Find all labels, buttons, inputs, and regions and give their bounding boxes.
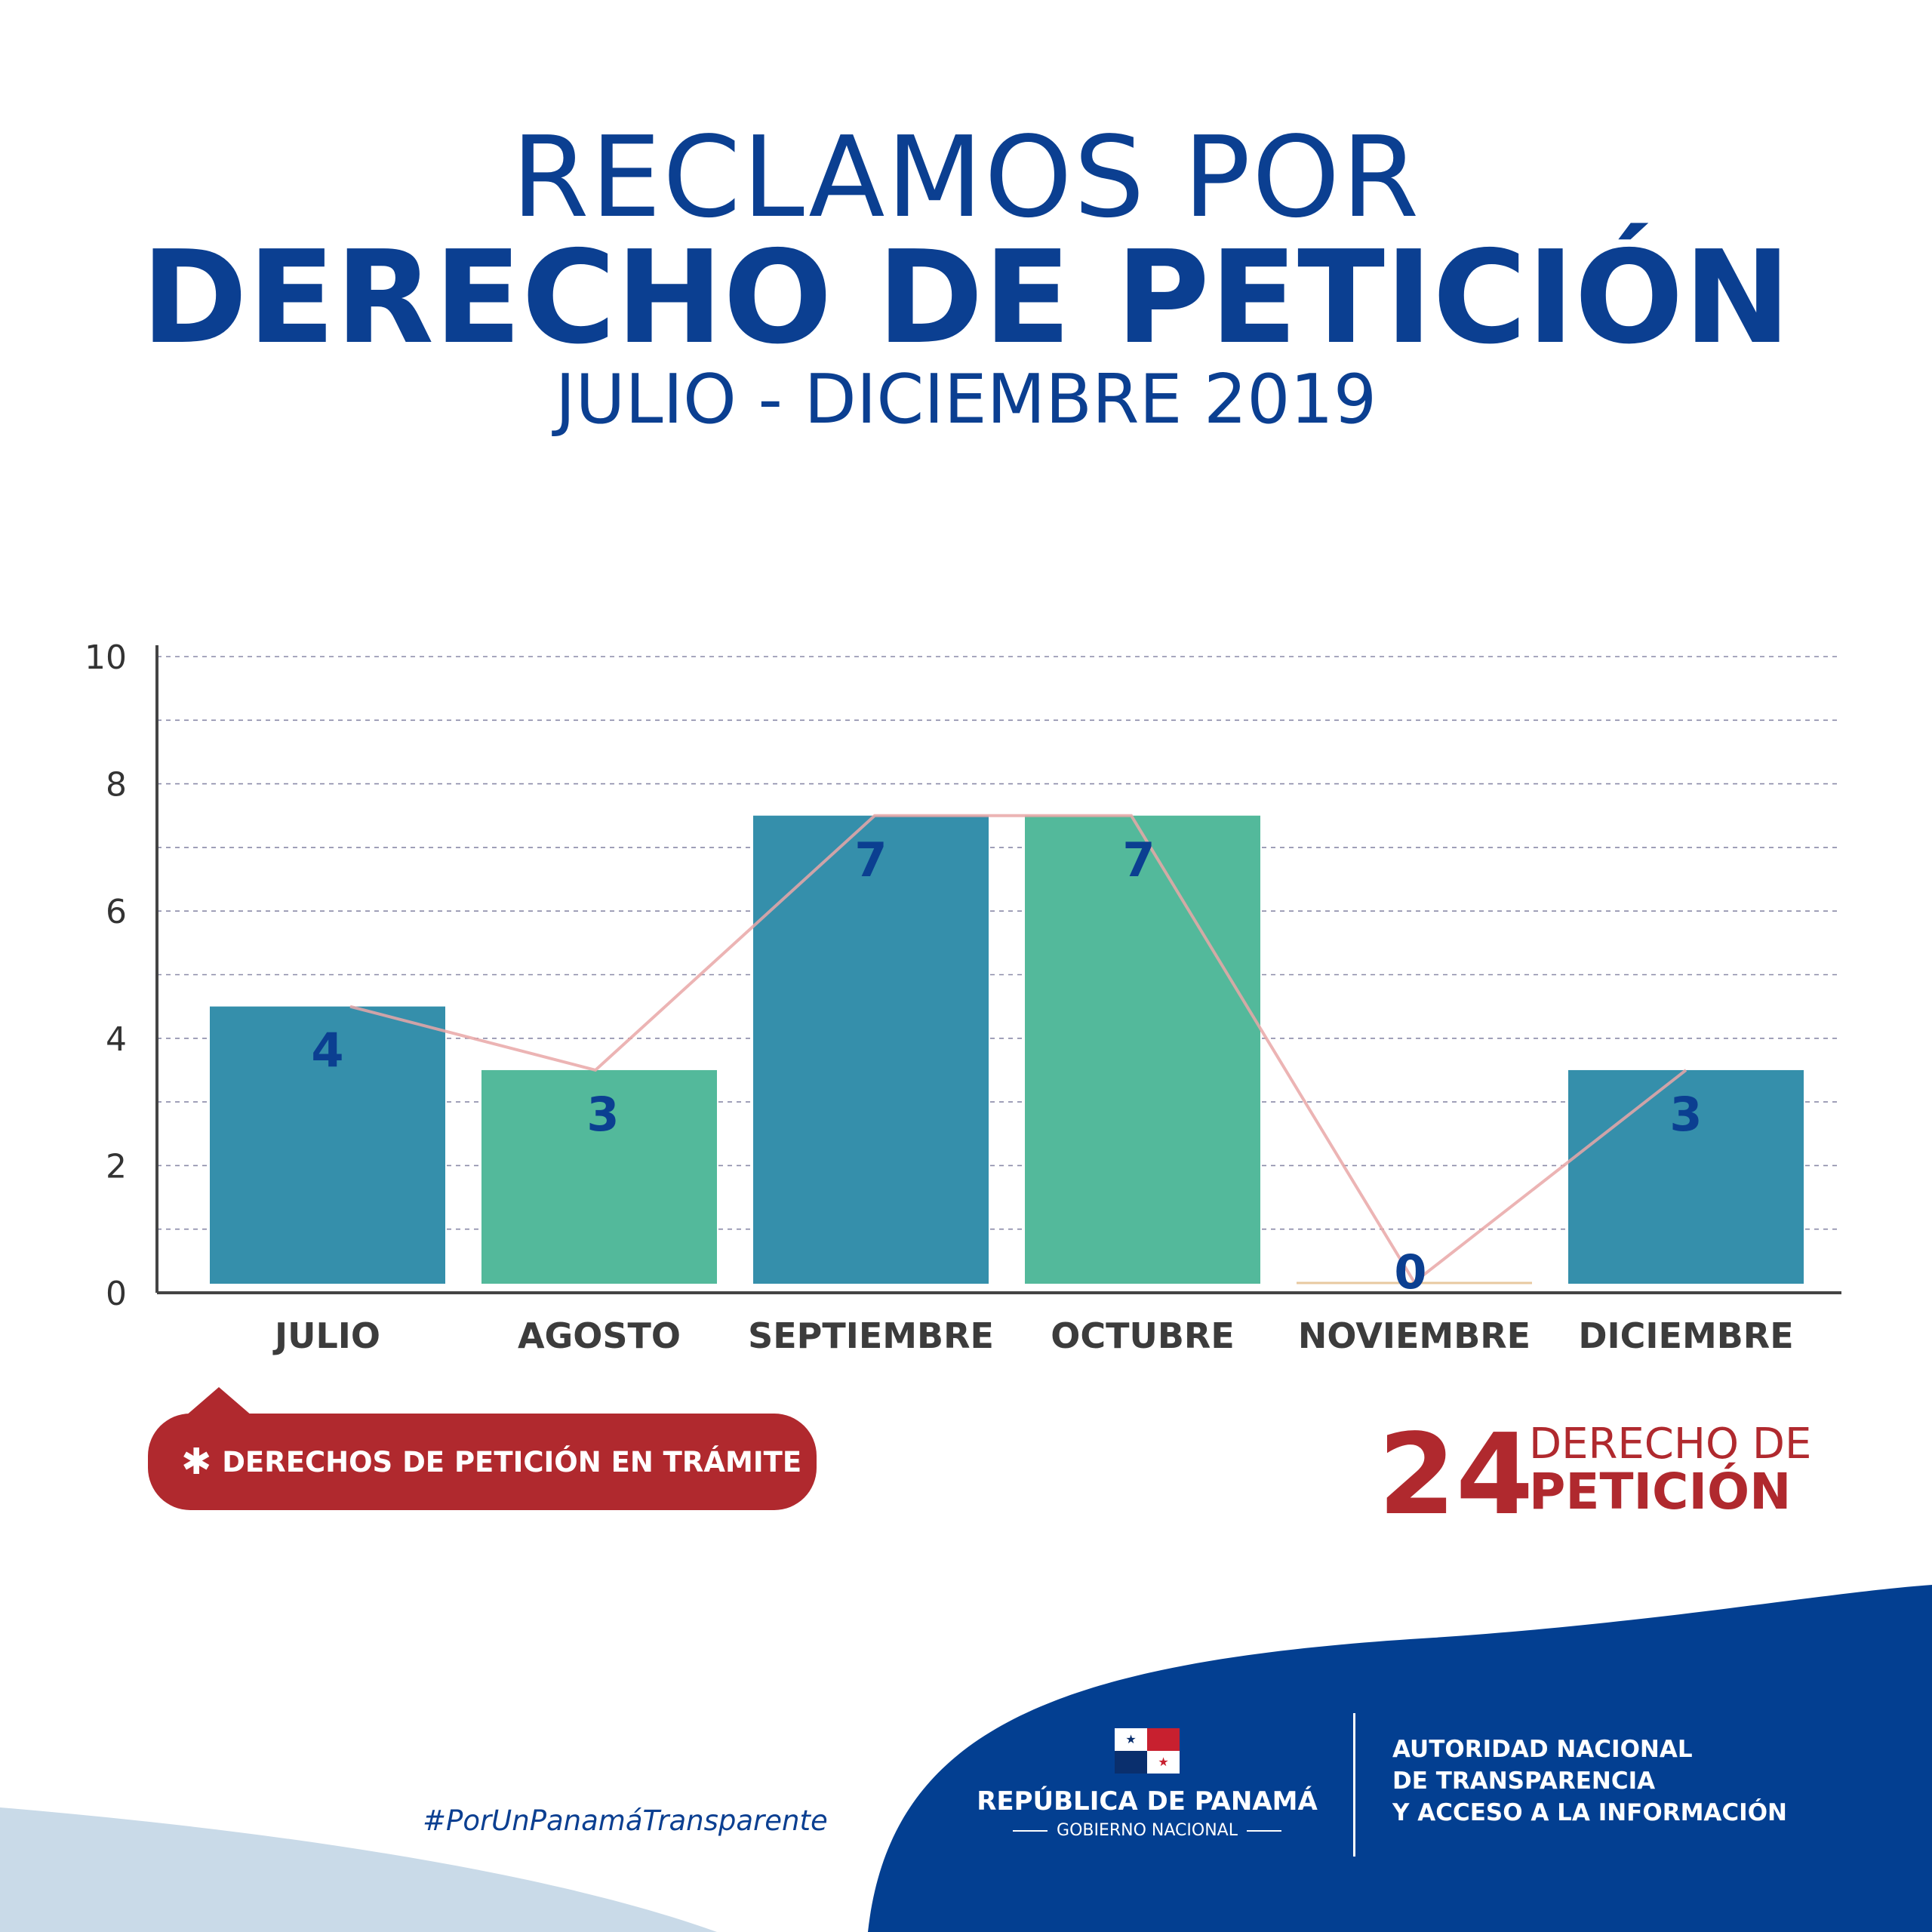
authority-line-1: AUTORIDAD NACIONAL	[1392, 1736, 1693, 1763]
callout-pending-requests: ✱ DERECHOS DE PETICIÓN EN TRÁMITE	[148, 1414, 817, 1510]
rule-left	[1013, 1830, 1048, 1832]
asterisk-icon: ✱	[181, 1441, 212, 1483]
data-label: 3	[586, 1087, 619, 1142]
y-tick-label: 8	[106, 766, 127, 804]
x-tick-label: DICIEMBRE	[1578, 1315, 1793, 1356]
data-label: 3	[1669, 1087, 1702, 1142]
page-title-line-1: RECLAMOS POR	[511, 112, 1421, 242]
y-tick-label: 10	[85, 638, 127, 677]
government-text: GOBIERNO NACIONAL	[1057, 1821, 1238, 1840]
total-label-line-2: PETICIÓN	[1529, 1463, 1792, 1521]
x-tick-label: OCTUBRE	[1051, 1315, 1235, 1356]
svg-text:★: ★	[1158, 1755, 1168, 1769]
data-label: 7	[1122, 832, 1155, 888]
page-title-line-2: DERECHO DE PETICIÓN	[140, 223, 1792, 373]
svg-text:★: ★	[1125, 1732, 1136, 1746]
bar	[210, 1006, 445, 1284]
footer-divider	[1353, 1713, 1355, 1857]
data-label: 4	[311, 1023, 343, 1078]
y-tick-label: 6	[106, 893, 127, 931]
y-tick-label: 0	[106, 1275, 127, 1313]
data-label: 7	[854, 832, 887, 888]
total-number: 24	[1378, 1410, 1534, 1540]
authority-name: AUTORIDAD NACIONAL DE TRANSPARENCIA Y AC…	[1392, 1734, 1787, 1829]
government-label: GOBIERNO NACIONAL	[966, 1821, 1328, 1840]
series-line	[349, 814, 1687, 1284]
bar	[481, 1069, 717, 1284]
x-tick-label: JULIO	[272, 1315, 380, 1356]
rule-right	[1246, 1830, 1281, 1832]
republic-label: REPÚBLICA DE PANAMÁ	[977, 1786, 1318, 1817]
authority-line-3: Y ACCESO A LA INFORMACIÓN	[1392, 1799, 1788, 1826]
bar-chart: 0 2 4 6 8 10 JULIO AGOSTO SEPTIEMBRE OCTUBRE NOVIE…	[85, 638, 1841, 1356]
panama-flag-icon: ★ ★	[1115, 1728, 1180, 1774]
y-tick-label: 4	[106, 1020, 127, 1059]
authority-line-2: DE TRANSPARENCIA	[1392, 1767, 1656, 1795]
x-tick-label: AGOSTO	[518, 1315, 681, 1356]
blue-wave	[868, 1585, 1932, 1932]
bar	[753, 815, 989, 1284]
callout-tail	[186, 1387, 252, 1416]
x-tick-label: SEPTIEMBRE	[748, 1315, 994, 1356]
bar	[1568, 1069, 1804, 1284]
page-subtitle-period: JULIO - DICIEMBRE 2019	[555, 360, 1377, 439]
x-tick-label: NOVIEMBRE	[1298, 1315, 1531, 1356]
hashtag: #PorUnPanamáTransparente	[423, 1804, 828, 1837]
callout-text: DERECHOS DE PETICIÓN EN TRÁMITE	[222, 1445, 802, 1478]
data-label: 0	[1394, 1244, 1426, 1300]
y-tick-label: 2	[106, 1147, 127, 1186]
bar	[1025, 815, 1260, 1284]
total-label-line-1: DERECHO DE	[1529, 1420, 1812, 1469]
light-blue-wave	[0, 1807, 717, 1932]
